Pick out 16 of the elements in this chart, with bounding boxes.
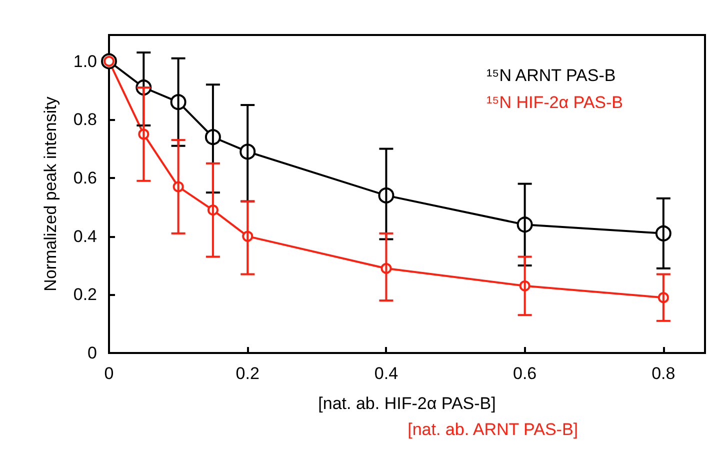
x-tick-label: 0.6 [512, 364, 537, 383]
y-tick-label: 0 [88, 344, 97, 362]
x-tick-label: 0.2 [236, 364, 260, 383]
x-tick-label: 0.8 [652, 364, 676, 383]
y-tick-label: 0.6 [73, 168, 97, 188]
y-tick-label: 1.0 [73, 52, 97, 71]
text: ¹⁵N HIF-2α PAS-B [486, 93, 623, 112]
y-tick-label: 0.4 [73, 226, 97, 246]
y-tick-label: 0.8 [73, 110, 97, 130]
text: ¹⁵N ARNT PAS-B [486, 66, 616, 85]
x-tick-label: 0 [104, 364, 114, 383]
text: [nat. ab. ARNT PAS-B] [408, 420, 578, 439]
y-axis-title: Normalized peak intensity [41, 96, 60, 292]
y-tick-label: 0.2 [73, 285, 97, 304]
x-tick-label: 0.4 [374, 364, 398, 383]
x-axis-title: [nat. ab. HIF-2α PAS-B] [318, 394, 496, 413]
